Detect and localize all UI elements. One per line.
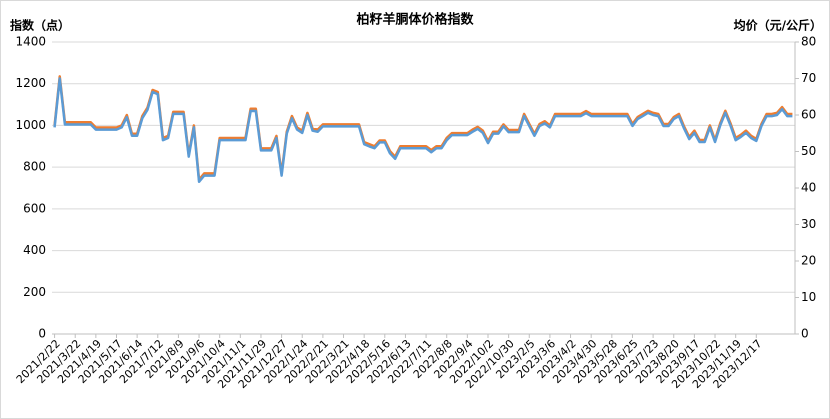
y2-tick-label: 30: [801, 217, 816, 231]
y2-tick-label: 20: [801, 254, 816, 268]
y-tick-label: 1000: [15, 118, 46, 132]
y-tick-label: 800: [23, 160, 46, 174]
y-tick-label: 400: [23, 243, 46, 257]
y2-tick-label: 80: [801, 35, 816, 49]
y2-tick-label: 70: [801, 71, 816, 85]
y-tick-label: 0: [38, 327, 46, 341]
y2-axis-title: 均价（元/公斤）: [734, 18, 822, 33]
y2-tick-label: 0: [801, 327, 809, 341]
y2-tick-label: 40: [801, 181, 816, 195]
y2-tick-label: 50: [801, 144, 816, 158]
y-axis-title: 指数（点）: [10, 18, 70, 33]
chart-title: 柏籽羊胴体价格指数: [356, 12, 474, 28]
series-line: [53, 77, 793, 184]
y-tick-label: 1400: [15, 35, 46, 49]
y2-tick-label: 10: [801, 290, 816, 304]
y-tick-label: 1200: [15, 76, 46, 90]
y-tick-label: 600: [23, 201, 46, 215]
y-tick-label: 200: [23, 285, 46, 299]
y2-tick-label: 60: [801, 108, 816, 122]
